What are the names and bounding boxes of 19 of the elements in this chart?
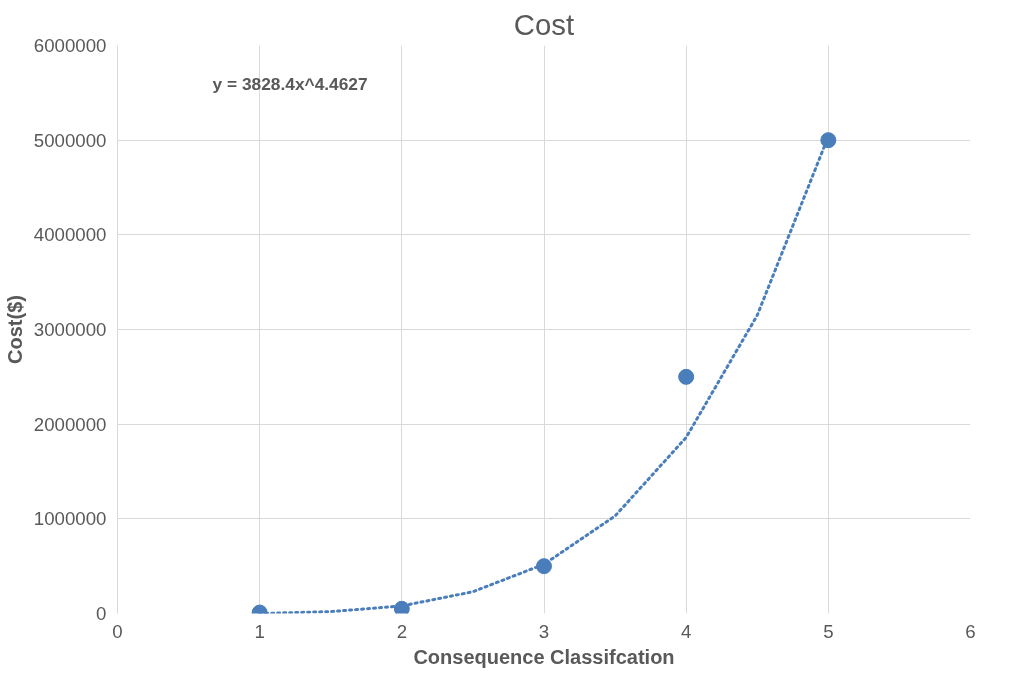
- x-tick-label: 1: [254, 620, 265, 642]
- x-tick-label: 3: [538, 620, 550, 642]
- x-tick-label: 6: [965, 620, 976, 642]
- x-tick-label: 2: [396, 620, 408, 642]
- y-tick-label: 1000000: [33, 508, 107, 530]
- y-axis-title: Cost($): [3, 295, 26, 364]
- y-tick-label: 0: [96, 603, 107, 624]
- x-tick-label: 0: [112, 620, 123, 642]
- point: [678, 368, 695, 385]
- y-tick-label: 5000000: [33, 129, 107, 151]
- annotation: y = 3828.4x^4.4627: [212, 73, 368, 94]
- y-tick-label: 2000000: [33, 413, 107, 435]
- x-axis-title: Consequence Classifcation: [413, 645, 675, 668]
- y-tick-label: 6000000: [33, 35, 107, 56]
- y-tick-label: 3000000: [33, 319, 107, 340]
- x-tick-label: 4: [680, 620, 692, 642]
- x-tick-label: 5: [823, 620, 834, 642]
- y-tick-label: 4000000: [33, 224, 107, 246]
- chart-title: Cost: [513, 7, 575, 41]
